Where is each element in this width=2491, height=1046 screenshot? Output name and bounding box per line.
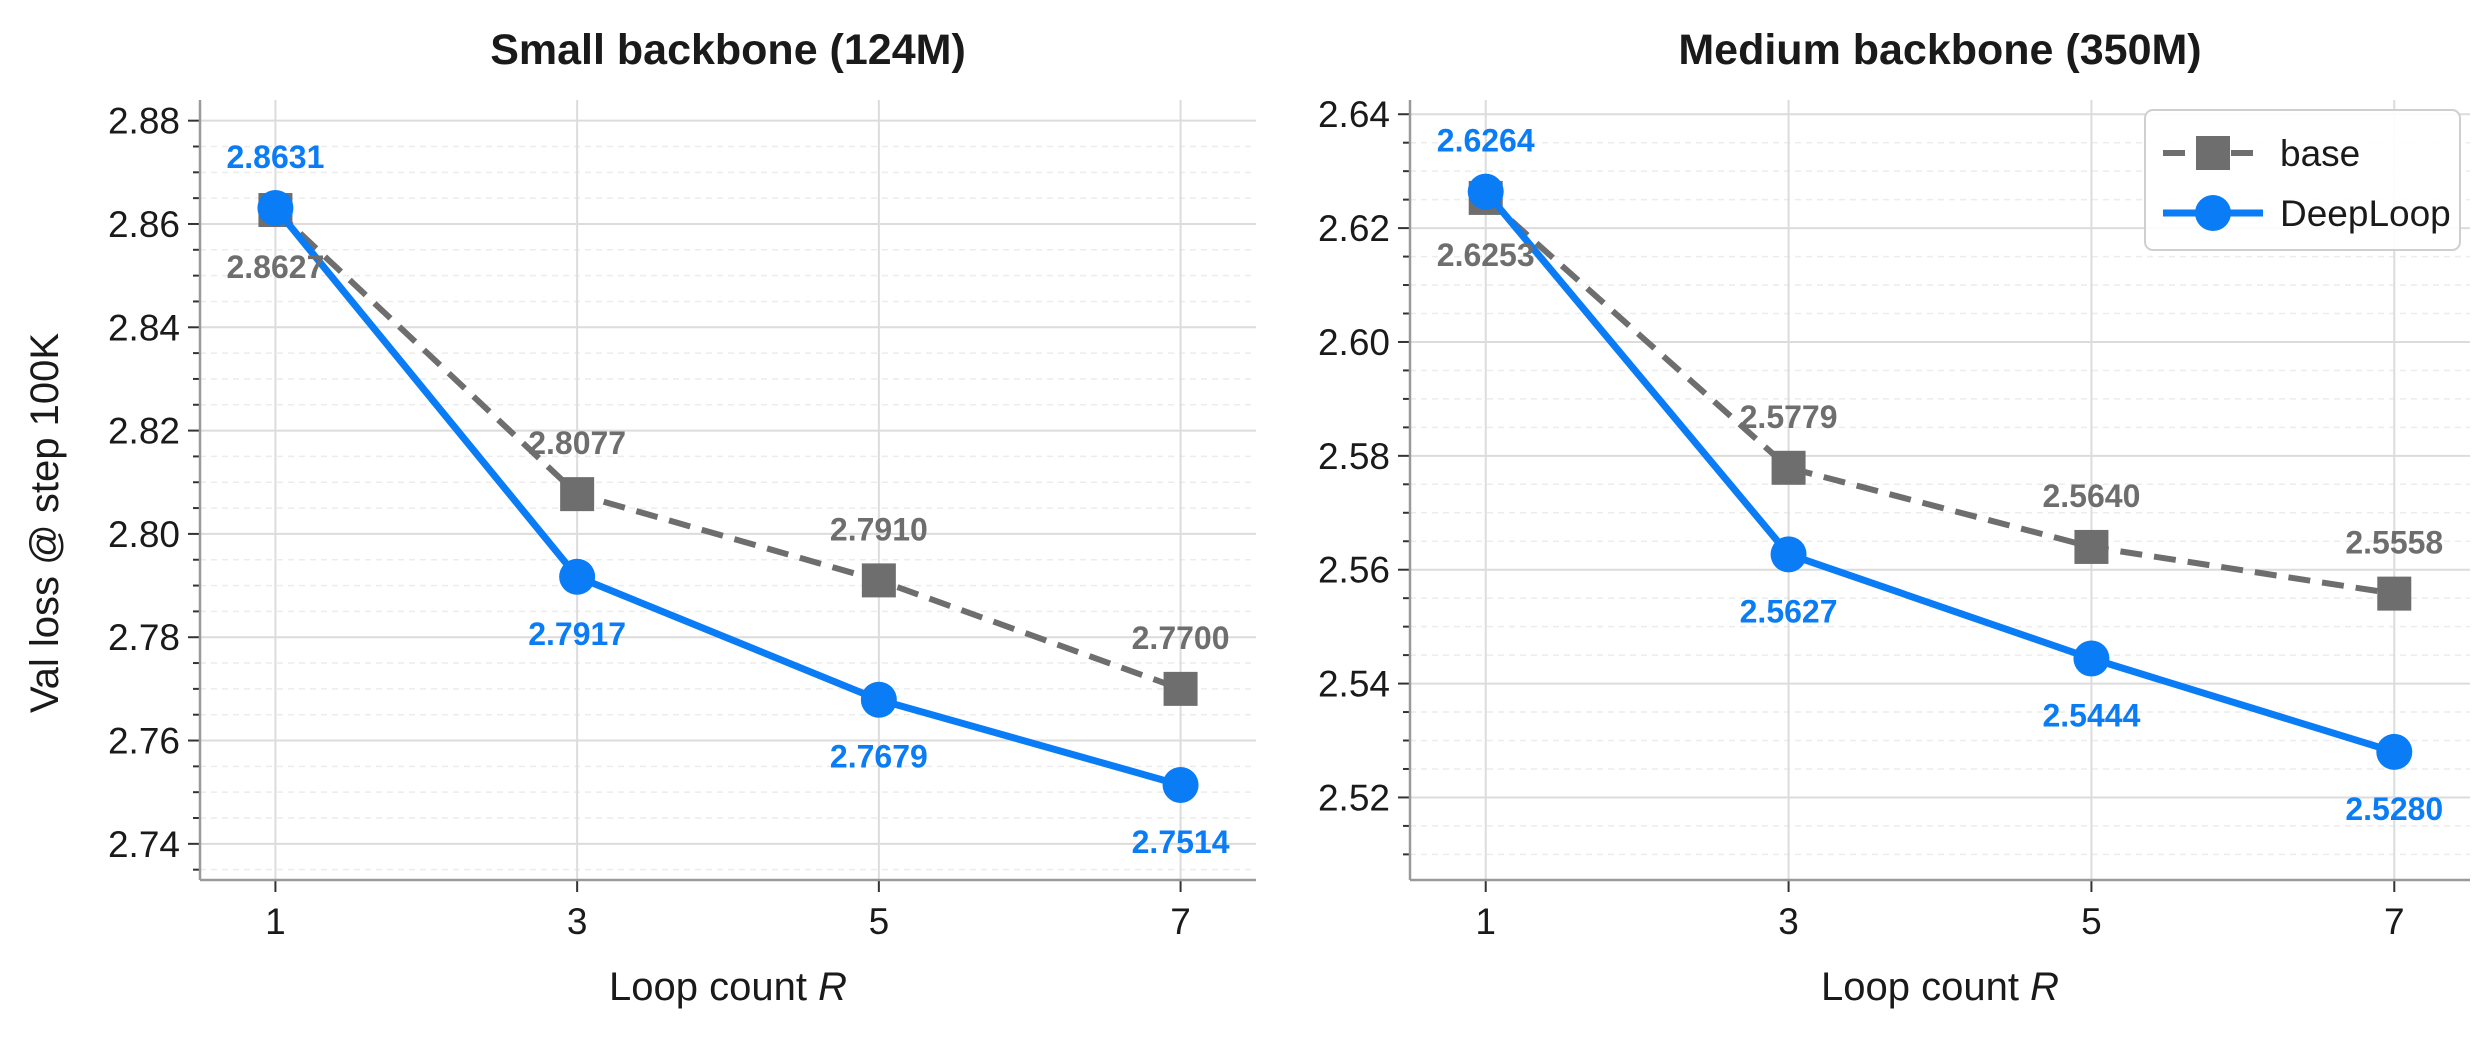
data-label-base: 2.5779 (1740, 399, 1838, 435)
x-axis-label: Loop count R (609, 965, 847, 1009)
series-line-deeploop (1483, 189, 2396, 756)
y-tick-label: 2.54 (1318, 664, 1390, 705)
series-line-base (1483, 195, 2395, 597)
data-label-deeploop: 2.7514 (1132, 824, 1230, 860)
legend-marker-square (2196, 136, 2230, 170)
legend-entry-label: DeepLoop (2280, 193, 2451, 234)
data-label-deeploop: 2.5627 (1740, 593, 1838, 629)
data-point-base (1771, 450, 1806, 485)
data-label-base: 2.5558 (2345, 525, 2443, 561)
legend: base DeepLoop (2144, 109, 2461, 251)
data-label-base: 2.6253 (1437, 237, 1535, 273)
y-tick-label: 2.62 (1318, 208, 1390, 249)
chart-panel-medium: Medium backbone (350M) 2.52 2.54 2.56 2.58 2… (1318, 26, 2470, 1009)
data-label-deeploop: 2.7679 (830, 739, 928, 775)
data-point-deeploop (1162, 766, 1199, 803)
x-tick-label: 1 (265, 901, 286, 942)
data-point-base (861, 563, 896, 598)
chart-title: Small backbone (124M) (490, 26, 966, 74)
data-label-deeploop: 2.6264 (1437, 123, 1535, 159)
x-tick-label: 7 (2384, 901, 2405, 942)
y-tick-label: 2.52 (1318, 777, 1390, 818)
data-point-deeploop (559, 558, 596, 595)
y-axis-label: Val loss @ step 100K (23, 333, 67, 713)
x-tick-label: 7 (1170, 901, 1191, 942)
data-point-base (2074, 529, 2109, 564)
data-label-deeploop: 2.5280 (2345, 791, 2443, 827)
x-tick-label: 5 (869, 901, 890, 942)
data-label-base: 2.5640 (2042, 478, 2140, 514)
y-tick-label: 2.74 (108, 824, 180, 865)
data-label-deeploop: 2.7917 (528, 616, 626, 652)
data-point-deeploop (257, 189, 294, 226)
series-line-deeploop (272, 205, 1182, 789)
y-tick-label: 2.86 (108, 204, 180, 245)
y-tick-label: 2.56 (1318, 550, 1390, 591)
y-tick-label: 2.58 (1318, 436, 1390, 477)
legend-entry-label: base (2280, 133, 2360, 174)
data-label-base: 2.7700 (1132, 620, 1230, 656)
x-tick-label: 5 (2081, 901, 2102, 942)
y-tick-label: 2.82 (108, 411, 180, 452)
y-tick-label: 2.60 (1318, 322, 1390, 363)
data-label-deeploop: 2.8631 (226, 139, 324, 175)
data-point-deeploop (1467, 173, 1504, 210)
data-label-base: 2.8077 (528, 425, 626, 461)
chart-panel-small: Small backbone (124M) 2.74 2.76 2.78 2.80 2.… (23, 26, 1256, 1009)
x-tick-label: 3 (567, 901, 588, 942)
series-line-base (273, 207, 1182, 692)
data-point-base (1163, 671, 1198, 706)
y-tick-label: 2.84 (108, 307, 180, 348)
x-tick-label: 1 (1475, 901, 1496, 942)
y-tick-label: 2.64 (1318, 94, 1390, 135)
data-point-deeploop (2073, 640, 2110, 677)
data-point-base (2377, 576, 2412, 611)
legend-marker-circle (2195, 195, 2231, 231)
data-label-base: 2.8627 (226, 249, 324, 285)
data-point-deeploop (2376, 733, 2413, 770)
y-tick-label: 2.78 (108, 617, 180, 658)
data-point-base (560, 477, 595, 512)
data-point-deeploop (1770, 536, 1807, 573)
y-tick-label: 2.88 (108, 101, 180, 142)
y-tick-label: 2.76 (108, 721, 180, 762)
x-axis-label: Loop count R (1821, 965, 2059, 1009)
chart-title: Medium backbone (350M) (1678, 26, 2201, 74)
y-tick-label: 2.80 (108, 514, 180, 555)
x-tick-label: 3 (1778, 901, 1799, 942)
data-label-base: 2.7910 (830, 511, 928, 547)
data-point-deeploop (860, 681, 897, 718)
data-label-deeploop: 2.5444 (2042, 698, 2140, 734)
